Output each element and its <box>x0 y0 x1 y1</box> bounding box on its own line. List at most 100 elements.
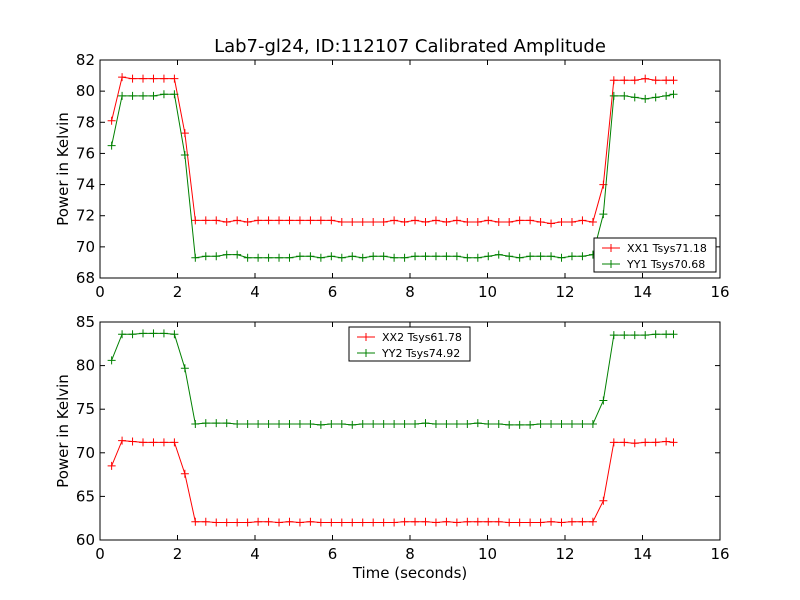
data-point <box>463 517 472 526</box>
data-point <box>557 518 566 527</box>
data-point <box>139 74 148 83</box>
data-point <box>400 420 409 429</box>
data-point <box>159 90 168 99</box>
data-point <box>285 253 294 262</box>
data-point <box>431 420 440 429</box>
data-point <box>662 76 671 85</box>
data-point <box>473 419 482 428</box>
x-tick-label: 8 <box>405 283 415 301</box>
data-point <box>348 217 357 226</box>
data-point <box>400 517 409 526</box>
legend-marker <box>362 333 370 341</box>
data-point <box>107 116 116 125</box>
data-point <box>191 420 200 429</box>
x-tick-label: 10 <box>478 545 497 563</box>
data-point <box>567 517 576 526</box>
data-point <box>662 91 671 100</box>
legend: XX2 Tsys61.78 YY2 Tsys74.92 <box>348 326 471 362</box>
legend-label: XX2 Tsys61.78 <box>382 331 462 344</box>
data-point <box>620 91 629 100</box>
data-point <box>578 420 587 429</box>
data-point <box>243 217 252 226</box>
data-point <box>669 76 678 85</box>
data-point <box>526 420 535 429</box>
x-tick-label: 2 <box>173 545 183 563</box>
x-tick-label: 8 <box>405 545 415 563</box>
data-point <box>599 210 608 219</box>
data-point <box>620 76 629 85</box>
y-tick-label: 70 <box>76 444 95 462</box>
data-point <box>442 420 451 429</box>
data-point <box>191 253 200 262</box>
data-point <box>128 437 137 446</box>
data-point <box>484 420 493 429</box>
data-point <box>669 90 678 99</box>
data-point <box>484 252 493 261</box>
data-point <box>118 91 127 100</box>
data-point <box>128 91 137 100</box>
series-2 <box>107 90 678 262</box>
data-point <box>630 331 639 340</box>
data-point <box>421 517 430 526</box>
data-point <box>222 518 231 527</box>
y-axis-label: Power in Kelvin <box>54 112 72 226</box>
data-point <box>316 216 325 225</box>
data-point <box>337 217 346 226</box>
data-point <box>651 93 660 102</box>
x-tick-label: 0 <box>95 545 105 563</box>
data-point <box>159 329 168 338</box>
data-point <box>379 420 388 429</box>
data-point <box>494 250 503 259</box>
data-point <box>285 517 294 526</box>
data-point <box>306 252 315 261</box>
data-point <box>118 330 127 339</box>
data-point <box>170 74 179 83</box>
data-point <box>390 216 399 225</box>
y-tick-label: 70 <box>76 238 95 256</box>
data-point <box>421 419 430 428</box>
data-point <box>669 330 678 339</box>
data-point <box>180 150 189 159</box>
data-point <box>306 517 315 526</box>
data-point <box>243 253 252 262</box>
data-point <box>348 252 357 261</box>
data-point <box>264 517 273 526</box>
data-point <box>212 216 221 225</box>
data-point <box>180 364 189 373</box>
y-tick-label: 68 <box>76 269 95 287</box>
data-point <box>327 216 336 225</box>
data-point <box>609 91 618 100</box>
y-tick-label: 80 <box>76 357 95 375</box>
data-point <box>609 331 618 340</box>
data-point <box>547 420 556 429</box>
data-point <box>494 217 503 226</box>
y-tick-label: 72 <box>76 207 95 225</box>
data-point <box>578 517 587 526</box>
data-point <box>557 253 566 262</box>
x-tick-label: 6 <box>328 283 338 301</box>
data-point <box>139 329 148 338</box>
data-point <box>630 76 639 85</box>
data-point <box>588 217 597 226</box>
data-point <box>180 469 189 478</box>
data-point <box>588 420 597 429</box>
legend-marker <box>607 244 615 252</box>
data-point <box>128 74 137 83</box>
data-point <box>369 252 378 261</box>
x-tick-label: 6 <box>328 545 338 563</box>
data-point <box>180 129 189 138</box>
y-tick-label: 82 <box>76 51 95 69</box>
data-point <box>285 420 294 429</box>
x-tick-label: 12 <box>555 283 574 301</box>
data-point <box>494 517 503 526</box>
data-point <box>212 252 221 261</box>
legend-label: YY1 Tsys70.68 <box>626 258 705 271</box>
data-point <box>505 252 514 261</box>
data-point <box>327 252 336 261</box>
data-point <box>463 420 472 429</box>
x-tick-label: 4 <box>250 283 260 301</box>
data-point <box>337 420 346 429</box>
data-point <box>243 420 252 429</box>
